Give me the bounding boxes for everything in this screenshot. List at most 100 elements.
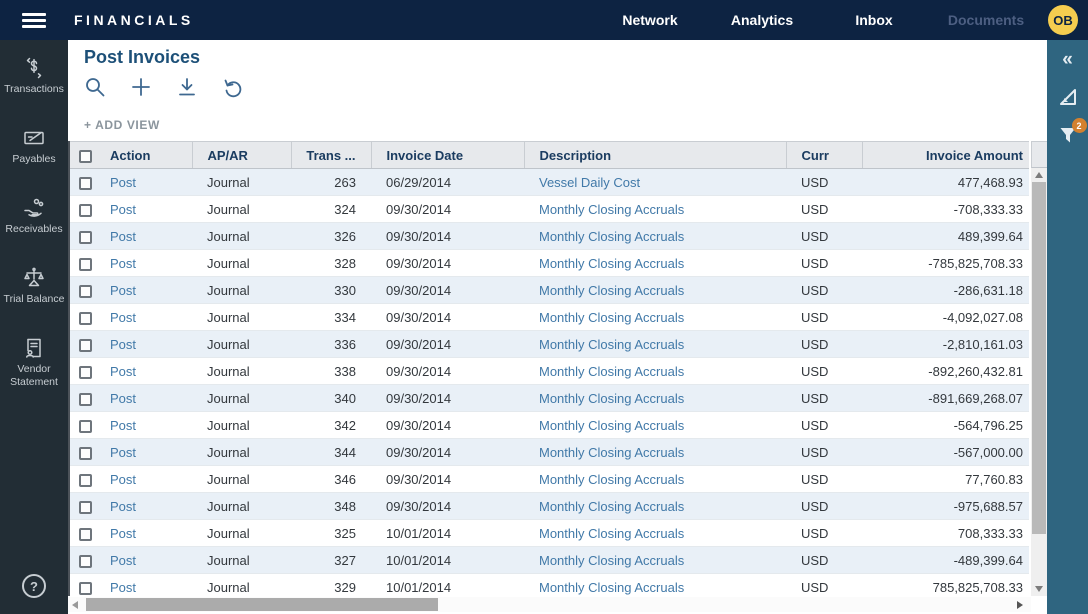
- add-button[interactable]: [130, 76, 152, 98]
- sidebar-item-payables[interactable]: Payables: [1, 126, 67, 196]
- row-checkbox[interactable]: [78, 500, 92, 514]
- help-icon[interactable]: ?: [22, 574, 46, 598]
- row-checkbox[interactable]: [78, 311, 92, 325]
- description-link[interactable]: Monthly Closing Accruals: [539, 282, 685, 298]
- row-checkbox[interactable]: [78, 230, 92, 244]
- post-action-link[interactable]: Post: [110, 579, 137, 595]
- table-row[interactable]: Post Journal 346 09/30/2014 Monthly Clos…: [70, 465, 1029, 493]
- row-checkbox[interactable]: [78, 527, 92, 541]
- table-row[interactable]: Post Journal 330 09/30/2014 Monthly Clos…: [70, 276, 1029, 304]
- column-header-description[interactable]: Description: [524, 141, 787, 169]
- post-action-link[interactable]: Post: [110, 417, 137, 433]
- row-checkbox[interactable]: [78, 419, 92, 433]
- row-checkbox[interactable]: [78, 176, 92, 190]
- post-action-link[interactable]: Post: [110, 363, 137, 379]
- column-header-trans[interactable]: Trans ...: [291, 141, 372, 169]
- search-button[interactable]: [84, 76, 106, 98]
- row-checkbox[interactable]: [78, 581, 92, 595]
- scroll-down-arrow[interactable]: [1031, 582, 1047, 596]
- post-action-link[interactable]: Post: [110, 444, 137, 460]
- table-row[interactable]: Post Journal 334 09/30/2014 Monthly Clos…: [70, 303, 1029, 331]
- scroll-right-arrow[interactable]: [1013, 597, 1027, 612]
- table-row[interactable]: Post Journal 340 09/30/2014 Monthly Clos…: [70, 384, 1029, 412]
- table-row[interactable]: Post Journal 344 09/30/2014 Monthly Clos…: [70, 438, 1029, 466]
- column-header-curr[interactable]: Curr: [786, 141, 863, 169]
- nav-item-network[interactable]: Network: [622, 12, 678, 28]
- post-action-link[interactable]: Post: [110, 174, 137, 190]
- description-link[interactable]: Vessel Daily Cost: [539, 174, 641, 190]
- select-all-checkbox[interactable]: [78, 149, 92, 163]
- description-link[interactable]: Monthly Closing Accruals: [539, 498, 685, 514]
- table-row[interactable]: Post Journal 326 09/30/2014 Monthly Clos…: [70, 222, 1029, 250]
- download-button[interactable]: [176, 76, 198, 98]
- description-link[interactable]: Monthly Closing Accruals: [539, 579, 685, 595]
- description-link[interactable]: Monthly Closing Accruals: [539, 444, 685, 460]
- table-row[interactable]: Post Journal 342 09/30/2014 Monthly Clos…: [70, 411, 1029, 439]
- description-link[interactable]: Monthly Closing Accruals: [539, 201, 685, 217]
- post-action-link[interactable]: Post: [110, 201, 137, 217]
- description-link[interactable]: Monthly Closing Accruals: [539, 471, 685, 487]
- row-checkbox[interactable]: [78, 257, 92, 271]
- table-row[interactable]: Post Journal 263 06/29/2014 Vessel Daily…: [70, 168, 1029, 196]
- row-checkbox[interactable]: [78, 203, 92, 217]
- post-action-link[interactable]: Post: [110, 309, 137, 325]
- hamburger-menu-icon[interactable]: [22, 12, 46, 28]
- table-row[interactable]: Post Journal 325 10/01/2014 Monthly Clos…: [70, 519, 1029, 547]
- row-checkbox[interactable]: [78, 554, 92, 568]
- row-checkbox[interactable]: [78, 284, 92, 298]
- vertical-scrollbar[interactable]: [1031, 168, 1047, 596]
- scroll-left-arrow[interactable]: [68, 597, 82, 612]
- row-checkbox[interactable]: [78, 473, 92, 487]
- description-link[interactable]: Monthly Closing Accruals: [539, 336, 685, 352]
- nav-item-analytics[interactable]: Analytics: [730, 12, 794, 28]
- description-link[interactable]: Monthly Closing Accruals: [539, 309, 685, 325]
- undo-button[interactable]: [222, 76, 244, 98]
- description-link[interactable]: Monthly Closing Accruals: [539, 417, 685, 433]
- user-avatar[interactable]: OB: [1048, 5, 1078, 35]
- vertical-scroll-thumb[interactable]: [1032, 182, 1046, 534]
- table-row[interactable]: Post Journal 338 09/30/2014 Monthly Clos…: [70, 357, 1029, 385]
- post-action-link[interactable]: Post: [110, 255, 137, 271]
- description-link[interactable]: Monthly Closing Accruals: [539, 390, 685, 406]
- filter-button[interactable]: 2: [1058, 118, 1087, 145]
- row-checkbox[interactable]: [78, 338, 92, 352]
- post-action-link[interactable]: Post: [110, 228, 137, 244]
- table-row[interactable]: Post Journal 324 09/30/2014 Monthly Clos…: [70, 195, 1029, 223]
- post-action-link[interactable]: Post: [110, 525, 137, 541]
- scroll-up-arrow[interactable]: [1031, 168, 1047, 182]
- table-row[interactable]: Post Journal 328 09/30/2014 Monthly Clos…: [70, 249, 1029, 277]
- column-header-invoice-amount[interactable]: Invoice Amount: [862, 141, 1029, 169]
- description-link[interactable]: Monthly Closing Accruals: [539, 228, 685, 244]
- sidebar-item-trial-balance[interactable]: Trial Balance: [1, 266, 67, 336]
- horizontal-scroll-thumb[interactable]: [86, 598, 438, 611]
- post-action-link[interactable]: Post: [110, 498, 137, 514]
- table-row[interactable]: Post Journal 348 09/30/2014 Monthly Clos…: [70, 492, 1029, 520]
- sidebar-item-receivables[interactable]: Receivables: [1, 196, 67, 266]
- add-view-link[interactable]: + ADD VIEW: [84, 118, 160, 132]
- row-checkbox[interactable]: [78, 446, 92, 460]
- sidebar-item-vendor-statement[interactable]: Vendor Statement: [1, 336, 67, 406]
- post-action-link[interactable]: Post: [110, 282, 137, 298]
- column-header-invoice-date[interactable]: Invoice Date: [371, 141, 525, 169]
- design-tool-button[interactable]: [1057, 86, 1079, 108]
- description-link[interactable]: Monthly Closing Accruals: [539, 363, 685, 379]
- description-link[interactable]: Monthly Closing Accruals: [539, 552, 685, 568]
- description-link[interactable]: Monthly Closing Accruals: [539, 525, 685, 541]
- post-action-link[interactable]: Post: [110, 552, 137, 568]
- column-header-action[interactable]: Action: [100, 141, 193, 169]
- table-row[interactable]: Post Journal 329 10/01/2014 Monthly Clos…: [70, 573, 1029, 596]
- table-row[interactable]: Post Journal 336 09/30/2014 Monthly Clos…: [70, 330, 1029, 358]
- nav-item-inbox[interactable]: Inbox: [855, 12, 893, 28]
- column-header-apar[interactable]: AP/AR: [192, 141, 292, 169]
- description-link[interactable]: Monthly Closing Accruals: [539, 255, 685, 271]
- nav-item-documents[interactable]: Documents: [947, 12, 1025, 28]
- post-action-link[interactable]: Post: [110, 390, 137, 406]
- row-checkbox[interactable]: [78, 392, 92, 406]
- table-row[interactable]: Post Journal 327 10/01/2014 Monthly Clos…: [70, 546, 1029, 574]
- row-checkbox[interactable]: [78, 365, 92, 379]
- horizontal-scrollbar[interactable]: [68, 597, 1031, 612]
- post-action-link[interactable]: Post: [110, 471, 137, 487]
- sidebar-item-transactions[interactable]: Transactions: [1, 56, 67, 126]
- post-action-link[interactable]: Post: [110, 336, 137, 352]
- collapse-panel-icon[interactable]: «: [1062, 49, 1073, 70]
